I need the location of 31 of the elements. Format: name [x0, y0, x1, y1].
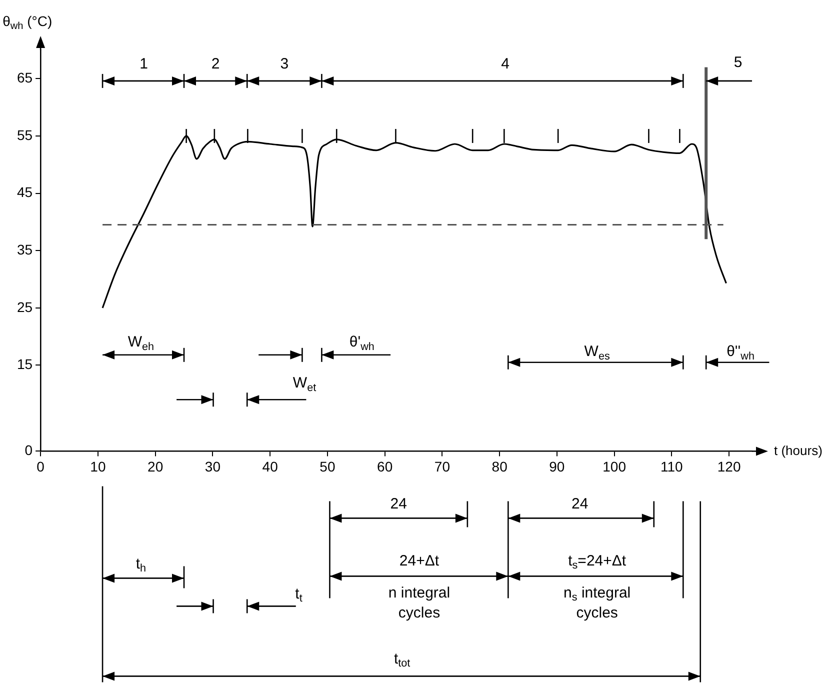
x-tick-label: 20	[148, 458, 164, 474]
x-tick-label: 0	[36, 458, 45, 474]
text: 24	[572, 495, 588, 512]
x-tick-label: 100	[602, 458, 626, 474]
y-tick-label: 15	[16, 356, 33, 372]
annotation: 5	[734, 54, 742, 71]
y-tick-label: 0	[24, 442, 33, 458]
y-tick-label: 45	[16, 184, 33, 200]
x-axis-title: t (hours)	[774, 442, 822, 458]
x-tick-label: 50	[320, 458, 336, 474]
x-tick-label: 120	[717, 458, 741, 474]
x-tick-label: 80	[492, 458, 508, 474]
y-tick-label: 65	[16, 70, 33, 86]
y-tick-label: 55	[16, 126, 33, 143]
text: n integral cycles	[388, 584, 450, 622]
x-tick-label: 40	[262, 458, 278, 474]
x-tick-label: 90	[549, 458, 565, 474]
y-tick-label: 35	[16, 241, 33, 258]
x-tick-label: 60	[377, 458, 393, 474]
text: 24+Δt	[399, 552, 440, 570]
x-tick-label: 70	[434, 458, 450, 474]
x-tick-label: 110	[660, 458, 684, 474]
text: 24	[390, 495, 407, 512]
annotation: 4	[501, 55, 510, 72]
annotation: 3	[280, 55, 289, 72]
y-tick-label: 25	[16, 298, 33, 315]
annotation: 2	[211, 55, 220, 72]
line-series	[102, 135, 727, 309]
x-tick-label: 10	[90, 458, 106, 474]
annotation: 1	[140, 55, 148, 72]
x-tick-label: 30	[204, 458, 221, 474]
